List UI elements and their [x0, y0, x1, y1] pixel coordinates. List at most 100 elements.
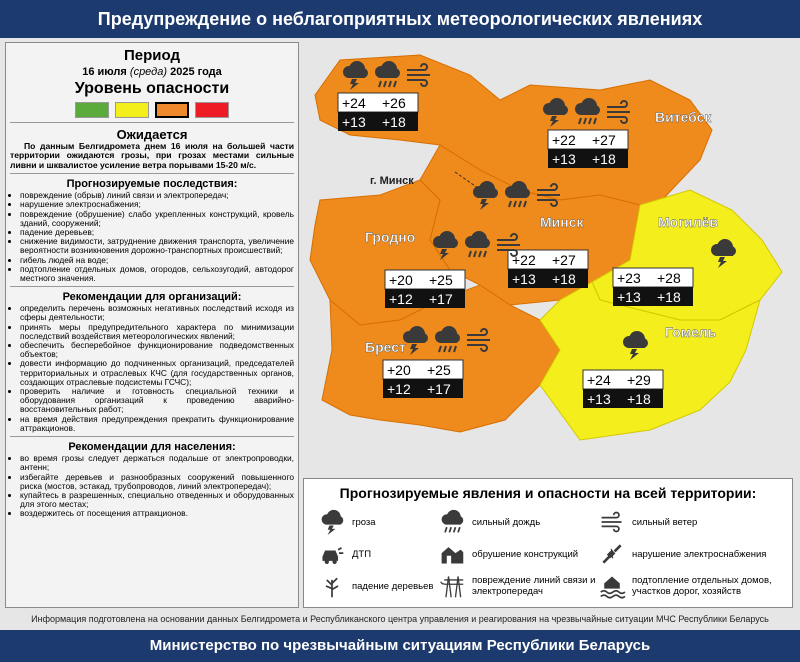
city-label: Могилёв	[658, 214, 718, 230]
temp-night: +18	[627, 391, 651, 407]
city-label: Гродно	[365, 229, 415, 245]
list-item: гибель людей на воде;	[20, 255, 294, 265]
temp-day: +22	[512, 252, 536, 268]
list-item: воздержитесь от посещения аттракционов.	[20, 509, 294, 518]
legend-label: нарушение электроснабжения	[632, 548, 767, 560]
expected-heading: Ожидается	[116, 127, 188, 142]
legend-item: повреждение линий связи и электропередач	[438, 573, 598, 599]
legend-label: подтопление отдельных домов, участков до…	[632, 575, 772, 597]
legend-icon-shape	[321, 547, 345, 565]
legend-label: ДТП	[352, 548, 372, 560]
header-title: Предупреждение о неблагоприятных метеоро…	[0, 0, 800, 38]
list-item: обеспечить бесперебойное функционировани…	[20, 340, 294, 359]
temp-night: +12	[389, 291, 413, 307]
city-label: г. Минск	[370, 175, 414, 187]
temp-day: +24	[587, 372, 611, 388]
city-label: Брест	[365, 339, 406, 355]
list-item: проверить наличие и готовность специальн…	[20, 387, 294, 415]
temp-night-box	[385, 289, 465, 308]
footer-note: Информация подготовлена на основании дан…	[31, 614, 769, 624]
level-scale	[10, 102, 294, 118]
list-item: избегайте деревьев и разнообразных соору…	[20, 472, 294, 491]
list-item: снижение видимости, затруднение движения…	[20, 237, 294, 256]
period-date: 16 июля (среда) 2025 года	[10, 66, 294, 78]
legend-icon	[440, 509, 465, 534]
legend-icon-shape	[440, 575, 464, 598]
temp-night: +17	[429, 291, 453, 307]
temp-night: +18	[382, 114, 406, 130]
temp-night: +18	[657, 289, 681, 305]
legend-icon-shape	[321, 509, 344, 535]
legend-label: повреждение линий связи и электропередач	[472, 575, 596, 597]
section-list: определить перечень возможных негативных…	[10, 304, 294, 433]
temp-night-box	[338, 112, 418, 131]
legend-item: обрушение конструкций	[438, 541, 598, 567]
legend-icon	[599, 575, 626, 599]
legend-label: сильный дождь	[472, 516, 541, 528]
temp-day: +27	[592, 132, 616, 148]
section-heading: Рекомендации для организаций:	[62, 291, 242, 304]
legend-label: гроза	[352, 516, 376, 528]
date-part: (среда)	[129, 66, 168, 78]
date-part: 2025 года	[170, 66, 222, 78]
legend-title: Прогнозируемые явления и опасности на вс…	[339, 485, 757, 501]
temp-night: +13	[342, 114, 366, 130]
legend-icon	[324, 577, 340, 599]
list-item: падение деревьев;	[20, 227, 294, 237]
level-label: Уровень опасности	[74, 80, 230, 97]
temp-day: +24	[342, 95, 366, 111]
list-item: купайтесь в разрешенных, специально отве…	[20, 490, 294, 509]
left-panel: Период 16 июля (среда) 2025 года Уровень…	[5, 42, 299, 608]
legend-icon	[440, 575, 464, 598]
temp-night-box	[383, 379, 463, 398]
level-box	[75, 102, 109, 118]
divider	[10, 286, 294, 288]
section-list: во время грозы следует держаться подальш…	[10, 453, 294, 518]
temp-day: +28	[657, 270, 681, 286]
temp-day: +27	[552, 252, 576, 268]
section-heading: Рекомендации для населения:	[68, 441, 236, 454]
temp-night: +18	[552, 271, 576, 287]
list-item: во время грозы следует держаться подальш…	[20, 453, 294, 472]
sections: Прогнозируемые последствия:повреждение (…	[10, 173, 294, 518]
footer-ministry: Министерство по чрезвычайным ситуациям Р…	[0, 630, 800, 662]
list-item: подтопление отдельных домов, огородов, с…	[20, 264, 294, 283]
legend-icon-shape	[440, 509, 465, 534]
temp-day: +26	[382, 95, 406, 111]
legend-label: обрушение конструкций	[472, 548, 579, 560]
legend-icon	[601, 543, 623, 565]
divider	[10, 122, 294, 123]
legend-item: гроза	[318, 509, 438, 535]
legend-item: сильный дождь	[438, 509, 598, 535]
temp-day: +29	[627, 372, 651, 388]
legend-item: сильный ветер	[598, 509, 788, 535]
legend-icon	[441, 547, 464, 564]
temp-day: +20	[389, 272, 413, 288]
temp-night-box	[613, 287, 693, 306]
legend: Прогнозируемые явления и опасности на вс…	[303, 478, 793, 608]
temp-night: +12	[387, 381, 411, 397]
temp-night: +13	[512, 271, 536, 287]
temp-day: +25	[427, 362, 451, 378]
divider	[10, 436, 294, 438]
legend-grid: гроза сильный дождь сильный ветер ДТП обруше…	[304, 501, 792, 599]
temp-night-box	[508, 269, 588, 288]
level-box	[155, 102, 189, 118]
legend-icon-shape	[601, 543, 623, 565]
date-part: 16 июля	[82, 66, 127, 78]
legend-icon-shape	[599, 575, 626, 599]
divider	[10, 173, 294, 175]
legend-icon	[321, 547, 345, 565]
list-item: повреждение (обрыв) линий связи и электр…	[20, 191, 294, 200]
legend-label: сильный ветер	[632, 516, 698, 528]
temp-night: +13	[587, 391, 611, 407]
level-box	[115, 102, 149, 118]
legend-item: подтопление отдельных домов, участков до…	[598, 573, 788, 599]
period-label: Период	[124, 47, 180, 64]
temp-day: +20	[387, 362, 411, 378]
legend-icon-shape	[441, 547, 464, 564]
list-item: на время действия предупреждения прекрат…	[20, 414, 294, 433]
legend-icon	[600, 511, 623, 533]
